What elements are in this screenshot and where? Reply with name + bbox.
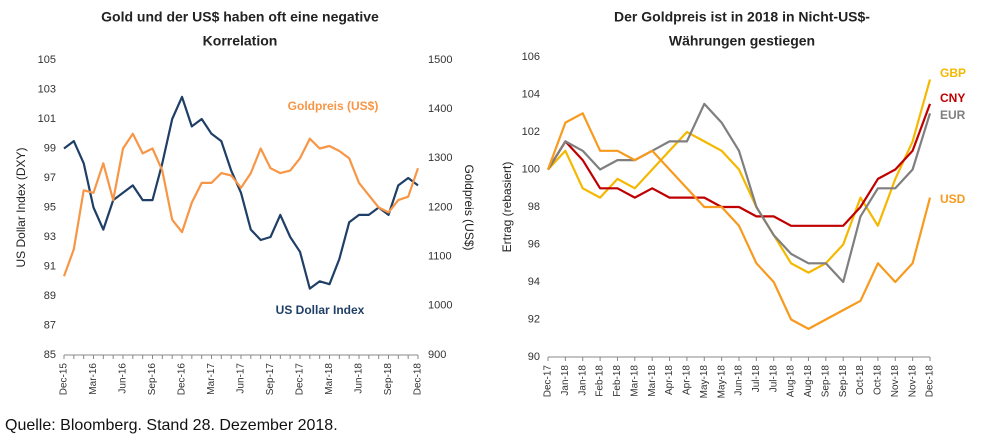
y-tick-label: 102 <box>522 126 540 138</box>
x-tick-label: Sep-17 <box>265 363 276 396</box>
x-tick-label: Oct-18 <box>873 365 884 395</box>
x-tick-label: Sep-18 <box>383 363 394 396</box>
x-tick-label: Mar-18 <box>324 363 335 395</box>
y-tick-label: 91 <box>44 260 56 272</box>
y-tick-label: 105 <box>38 54 56 66</box>
y-tick-label: 101 <box>38 113 56 125</box>
x-tick-label: Mar-17 <box>206 363 217 395</box>
x-tick-label: Aug-18 <box>786 365 797 398</box>
series-label: GBP <box>940 66 966 80</box>
y2-tick-label: 1400 <box>428 103 452 115</box>
series-line <box>547 102 932 284</box>
x-tick-label: Jun-16 <box>118 363 129 394</box>
x-tick-label: Jun-17 <box>236 363 247 394</box>
x-tick-label: Oct-18 <box>855 365 866 395</box>
series-line <box>547 79 932 274</box>
y2-tick-label: 1000 <box>428 300 452 312</box>
y-tick-label: 89 <box>44 290 56 302</box>
y-tick-label: 103 <box>38 83 56 95</box>
x-tick-label: Nov-18 <box>890 365 901 398</box>
x-tick-label: Nov-18 <box>907 365 918 398</box>
series-label: US Dollar Index <box>276 303 365 317</box>
y2-tick-label: 1500 <box>428 54 452 66</box>
y-tick-label: 92 <box>528 313 540 325</box>
x-tick-label: Jul-18 <box>768 365 779 393</box>
chart-title: Korrelation <box>203 33 278 49</box>
series-line <box>547 103 932 227</box>
x-tick-label: Mar-18 <box>629 365 640 397</box>
y2-tick-label: 1300 <box>428 152 452 164</box>
x-tick-label: Dec-16 <box>177 363 188 396</box>
y-tick-label: 85 <box>44 349 56 361</box>
x-tick-label: Mar-16 <box>88 363 99 395</box>
x-tick-label: Dec-18 <box>413 363 424 396</box>
y-tick-label: 87 <box>44 319 56 331</box>
y-tick-label: 104 <box>522 88 540 100</box>
x-tick-label: Jan-18 <box>560 365 571 396</box>
x-tick-label: Mar-18 <box>647 365 658 397</box>
series-label: Goldpreis (US$) <box>288 99 379 113</box>
y-axis-label: Ertrag (rebasiert) <box>500 162 514 253</box>
chart-title: Der Goldpreis ist in 2018 in Nicht-US$- <box>614 9 870 25</box>
series-line <box>546 112 932 330</box>
x-tick-label: Aug-18 <box>803 365 814 398</box>
y-tick-label: 94 <box>528 276 540 288</box>
x-tick-label: Jan-18 <box>577 365 588 396</box>
series-line <box>62 132 420 277</box>
x-tick-label: May-18 <box>716 365 727 399</box>
x-tick-label: Dec-17 <box>543 365 554 398</box>
series-label: EUR <box>940 108 966 122</box>
x-tick-label: Dec-18 <box>925 365 936 398</box>
y-tick-label: 106 <box>522 51 540 63</box>
x-tick-label: Jun-18 <box>734 365 745 396</box>
y-tick-label: 97 <box>44 172 56 184</box>
y-tick-label: 95 <box>44 201 56 213</box>
series-label: USD <box>940 192 966 206</box>
chart-title: Währungen gestiegen <box>669 33 815 49</box>
y-tick-label: 96 <box>528 238 540 250</box>
y2-axis-label: Goldpreis (US$) <box>462 164 476 250</box>
x-tick-label: Sep-18 <box>820 365 831 398</box>
x-tick-label: Feb-18 <box>612 365 623 397</box>
x-tick-label: Sep-18 <box>838 365 849 398</box>
x-tick-label: Apr-18 <box>682 365 693 395</box>
x-tick-label: Jun-18 <box>354 363 365 394</box>
y2-tick-label: 1200 <box>428 201 452 213</box>
y2-tick-label: 900 <box>428 349 446 361</box>
x-tick-label: Jul-18 <box>751 365 762 393</box>
y-tick-label: 98 <box>528 201 540 213</box>
x-tick-label: May-18 <box>699 365 710 399</box>
x-tick-label: Sep-16 <box>147 363 158 396</box>
y-tick-label: 90 <box>528 351 540 363</box>
y-axis-label: US Dollar Index (DXY) <box>14 147 28 267</box>
series-label: CNY <box>940 91 965 105</box>
y-tick-label: 99 <box>44 142 56 154</box>
chart-title: Gold und der US$ haben oft eine negative <box>101 9 379 25</box>
x-tick-label: Dec-17 <box>295 363 306 396</box>
y-tick-label: 93 <box>44 231 56 243</box>
x-tick-label: Feb-18 <box>595 365 606 397</box>
x-tick-label: Apr-18 <box>664 365 675 395</box>
series-line <box>63 95 419 290</box>
y-tick-label: 100 <box>522 163 540 175</box>
x-tick-label: Dec-15 <box>59 363 70 396</box>
footer: Quelle: Bloomberg. Stand 28. Dezember 20… <box>5 417 338 434</box>
y2-tick-label: 1100 <box>428 251 452 263</box>
